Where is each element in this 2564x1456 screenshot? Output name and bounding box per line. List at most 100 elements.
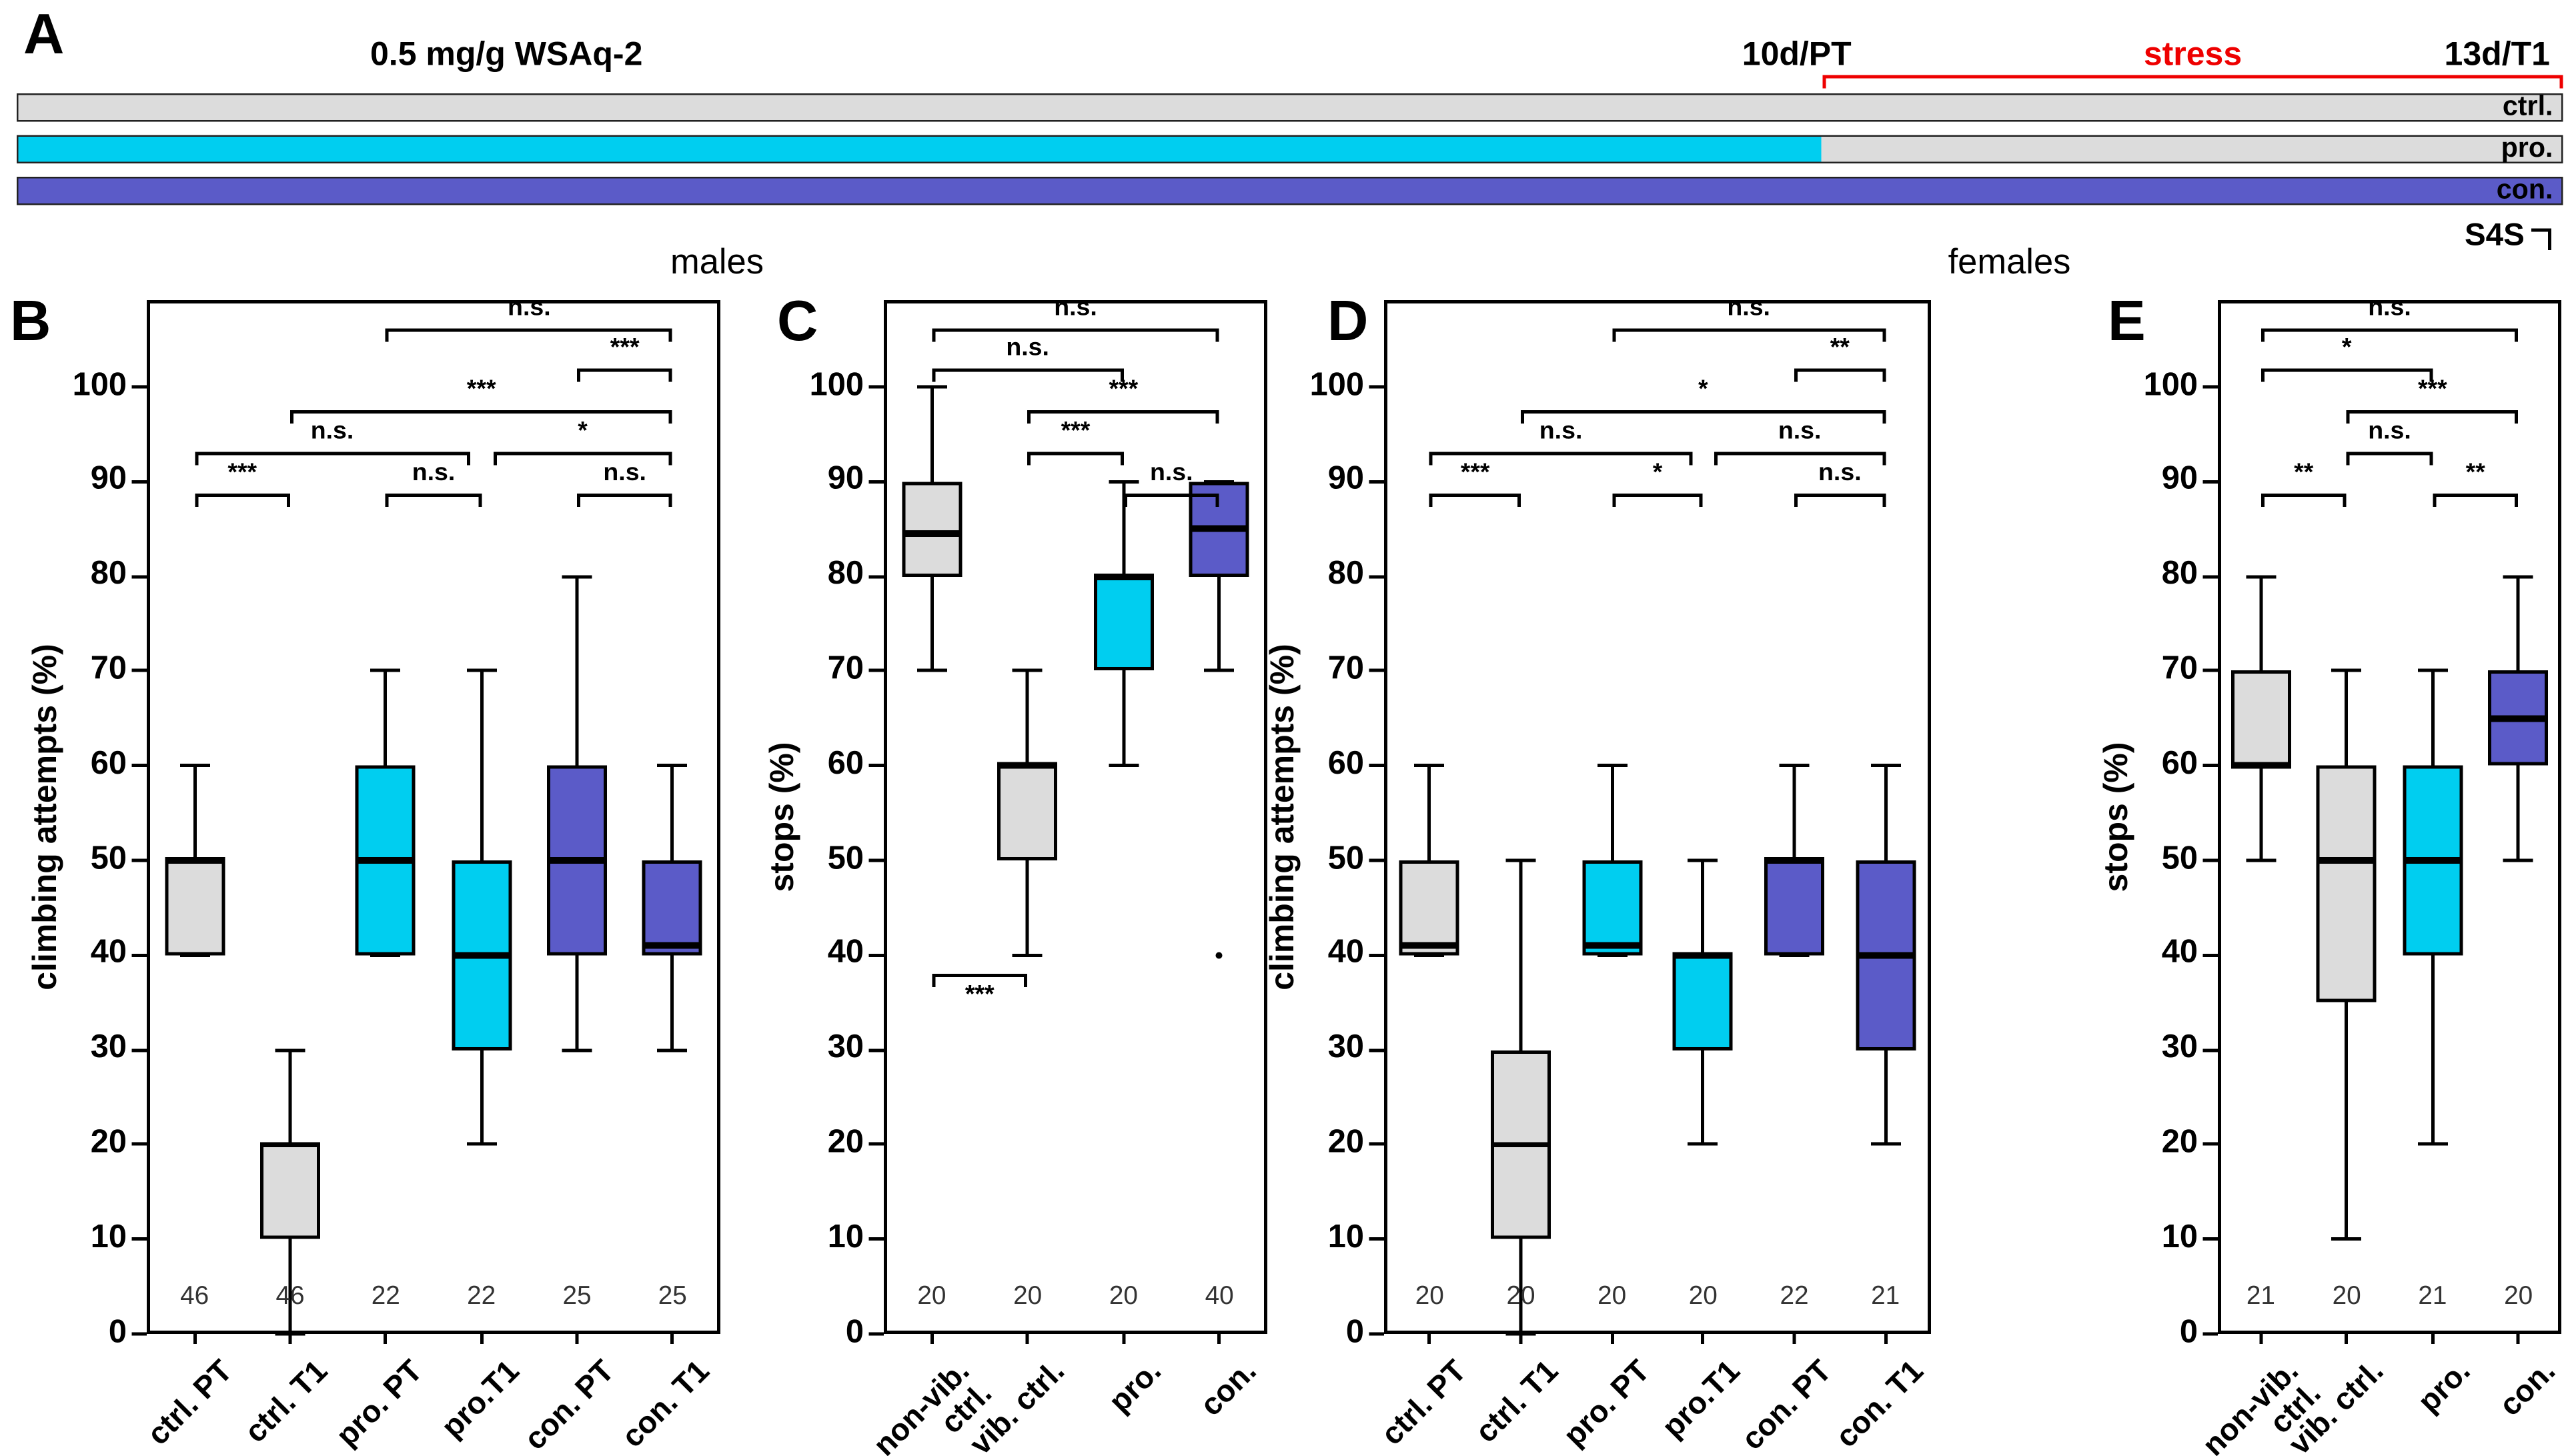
whisker-cap-top <box>1414 764 1445 768</box>
whisker-cap-bottom <box>1013 953 1043 957</box>
significance-label: n.s. <box>1539 417 1583 446</box>
timeline-bar-label: con. <box>2496 174 2553 205</box>
y-tick-label: 70 <box>90 650 127 687</box>
significance-label: *** <box>227 458 257 487</box>
sample-size-label: 22 <box>371 1282 400 1311</box>
median-line <box>2488 715 2549 722</box>
x-tick <box>1427 1334 1431 1344</box>
y-tick <box>2202 385 2218 389</box>
y-tick-label: 70 <box>1327 650 1364 687</box>
box-D-4 <box>1764 860 1824 955</box>
y-tick <box>2202 764 2218 768</box>
y-tick <box>1369 385 1384 389</box>
whisker-cap-top <box>275 1048 305 1052</box>
y-tick-label: 100 <box>809 366 864 403</box>
y-tick-label: 50 <box>90 839 127 876</box>
y-tick-label: 40 <box>827 934 864 971</box>
whisker-cap-top <box>562 574 592 578</box>
bracket-end <box>2429 452 2433 466</box>
significance-label: *** <box>965 980 995 1009</box>
sample-size-label: 20 <box>1013 1282 1043 1311</box>
sample-size-label: 22 <box>1780 1282 1809 1311</box>
bracket-end <box>2432 494 2436 507</box>
sample-size-label: 21 <box>2246 1282 2275 1311</box>
significance-bracket <box>931 368 1124 372</box>
sample-size-label: 25 <box>562 1282 592 1311</box>
stress-label: stress <box>2143 37 2242 73</box>
y-tick-label: 70 <box>2161 650 2198 687</box>
median-line <box>1491 1141 1551 1148</box>
y-tick <box>868 669 884 673</box>
whisker-cap-bottom <box>1204 669 1235 673</box>
whisker-cap-top <box>657 764 688 768</box>
bracket-end <box>466 452 470 466</box>
bracket-end <box>1429 452 1433 466</box>
significance-bracket <box>492 452 673 456</box>
sample-size-label: 22 <box>467 1282 496 1311</box>
whisker-cap-bottom <box>1779 953 1810 957</box>
y-tick-label: 60 <box>827 744 864 782</box>
significance-bracket <box>1794 494 1886 497</box>
y-tick <box>868 480 884 484</box>
y-tick <box>1369 480 1384 484</box>
sample-size-label: 21 <box>2418 1282 2447 1311</box>
bracket-end <box>2261 494 2265 507</box>
bracket-end <box>669 368 673 382</box>
bracket-end <box>1688 452 1692 466</box>
bracket-end <box>1521 410 1524 424</box>
y-tick-label: 0 <box>2179 1313 2198 1350</box>
y-tick <box>131 1332 147 1336</box>
significance-label: n.s. <box>603 458 646 487</box>
y-tick-label: 60 <box>90 744 127 782</box>
x-tick <box>2259 1334 2263 1344</box>
y-tick-label: 40 <box>2161 934 2198 971</box>
significance-bracket <box>1429 452 1692 456</box>
y-tick <box>131 1237 147 1241</box>
y-tick-label: 50 <box>2161 839 2198 876</box>
timeline-bar-con: con. <box>17 174 2563 205</box>
bracket-end <box>2343 494 2347 507</box>
whisker-cap-bottom <box>1108 764 1139 768</box>
whisker-cap-bottom <box>2503 858 2534 862</box>
s4s-bracket-icon <box>2531 228 2551 250</box>
bracket-end <box>2515 328 2519 342</box>
median-line <box>451 952 512 958</box>
sample-size-label: 46 <box>180 1282 209 1311</box>
whisker-cap-bottom <box>1870 1143 1901 1147</box>
bracket-end <box>2261 368 2265 382</box>
y-tick <box>2202 1332 2218 1336</box>
bracket-end <box>1123 494 1127 507</box>
significance-bracket <box>1027 410 1220 414</box>
box-D-2 <box>1581 860 1642 955</box>
whisker-cap-top <box>916 385 947 389</box>
bracket-end <box>577 368 580 382</box>
bracket-end <box>1612 494 1616 507</box>
y-tick <box>131 953 147 957</box>
whisker-cap-bottom <box>2417 1143 2448 1147</box>
significance-label: * <box>1652 458 1663 487</box>
y-tick-label: 80 <box>827 555 864 592</box>
y-tick-label: 0 <box>1345 1313 1364 1350</box>
bracket-end <box>669 410 673 424</box>
median-line <box>642 942 703 949</box>
y-tick <box>2202 480 2218 484</box>
bracket-end <box>1714 452 1718 466</box>
whisker-cap-top <box>2245 574 2276 578</box>
y-tick <box>868 385 884 389</box>
significance-label: n.s. <box>508 293 551 322</box>
x-tick <box>670 1334 674 1344</box>
significance-bracket <box>931 328 1220 332</box>
significance-bracket <box>1521 410 1886 414</box>
median-line <box>1764 857 1824 864</box>
sample-size-label: 20 <box>1688 1282 1718 1311</box>
significance-label: ** <box>2465 458 2485 487</box>
bracket-end <box>478 494 482 507</box>
y-tick-label: 30 <box>90 1028 127 1066</box>
bracket-end <box>577 494 580 507</box>
significance-label: ** <box>2294 458 2314 487</box>
x-tick <box>2345 1334 2349 1344</box>
median-line <box>1093 573 1154 580</box>
bracket-end <box>1216 410 1220 424</box>
significance-label: n.s. <box>1818 458 1862 487</box>
significance-label: * <box>578 417 588 446</box>
